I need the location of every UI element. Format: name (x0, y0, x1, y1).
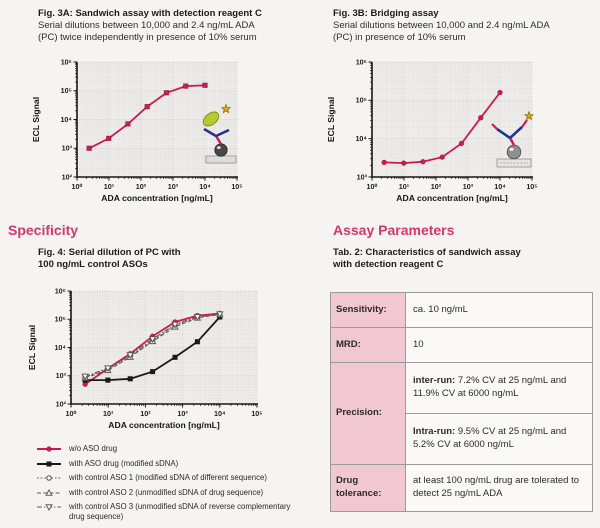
fig4-title-line1: Fig. 4: Serial dilution of PC with (38, 247, 181, 258)
legend-label: with control ASO 3 (unmodified sDNA of r… (69, 502, 291, 521)
fig3b-subtitle-line2: (PC) in presence of 10% serum (333, 31, 466, 43)
precision-intra-run-value: Intra-run: 9.5% CV at 25 ng/mL and 5.2% … (405, 413, 593, 465)
precision-inter-run-value: inter-run: 7.2% CV at 25 ng/mL and 11.9%… (405, 362, 593, 414)
fig3b-caption: Fig. 3B: Bridging assay Serial dilutions… (333, 8, 550, 43)
inter-run-label: inter-run: (413, 375, 456, 387)
svg-text:10⁴: 10⁴ (60, 115, 72, 124)
fig3a-title: Fig. 3A: Sandwich assay with detection r… (38, 8, 262, 19)
svg-text:10⁵: 10⁵ (526, 182, 537, 191)
table-row: Drug tolerance: at least 100 ng/mL drug … (330, 464, 593, 512)
svg-text:10⁴: 10⁴ (214, 409, 226, 418)
fig3a-chart: 10⁰ 10¹ 10² 10³ 10⁴ 10⁵ 10² 10³ 10⁴ 10⁵ 10⁶ ADA con… (30, 54, 270, 206)
svg-text:10²: 10² (136, 182, 147, 191)
fig3a-subtitle-line2: (PC) twice independently in presence of … (38, 31, 257, 43)
fig3a-subtitle-line1: Serial dilutions between 10,000 and 2.4 … (38, 20, 255, 31)
svg-text:10³: 10³ (56, 371, 67, 380)
svg-text:ADA concentration [ng/mL]: ADA concentration [ng/mL] (396, 193, 508, 203)
tab2-caption: Tab. 2: Characteristics of sandwich assa… (333, 247, 521, 271)
intra-run-label: Intra-run: (413, 426, 456, 438)
svg-text:ADA concentration [ng/mL]: ADA concentration [ng/mL] (101, 193, 213, 203)
tab2-title-line1: Tab. 2: Characteristics of sandwich assa… (333, 247, 521, 258)
tab2-title-line2: with detection reagent C (333, 259, 444, 270)
inter-run-value: 7.2% CV at 25 ng/mL and 11.9% CV at 6000… (413, 375, 567, 399)
fig3b-subtitle-line1: Serial dilutions between 10,000 and 2.4 … (333, 20, 550, 31)
legend-marker-icon (37, 446, 61, 452)
specificity-heading: Specificity (8, 222, 79, 238)
precision-label: Precision: (330, 362, 406, 465)
legend-item: with control ASO 3 (unmodified sDNA of r… (36, 502, 298, 521)
svg-text:10⁴: 10⁴ (355, 134, 367, 143)
svg-text:10²: 10² (140, 409, 151, 418)
table-row: MRD: 10 (330, 327, 593, 363)
svg-text:ECL Signal: ECL Signal (27, 325, 37, 370)
fig3a-caption: Fig. 3A: Sandwich assay with detection r… (38, 8, 262, 43)
fig3b-title: Fig. 3B: Bridging assay (333, 8, 439, 19)
legend-marker-icon (37, 460, 61, 467)
legend-item: with control ASO 2 (unmodified sDNA of d… (36, 488, 298, 498)
svg-text:10²: 10² (56, 399, 67, 408)
drug-tolerance-value: at least 100 ng/mL drug are tolerated to… (405, 464, 593, 512)
intra-run-value: 9.5% CV at 25 ng/mL and 5.2% CV at 6000 … (413, 426, 567, 450)
fig3b-chart: 10⁰ 10¹ 10² 10³ 10⁴ 10⁵ 10³ 10⁴ 10⁵ 10⁶ ADA concen… (325, 54, 565, 206)
svg-text:ECL Signal: ECL Signal (326, 97, 336, 142)
fig4-legend: w/o ASO drug with ASO drug (modified sDNA… (36, 444, 298, 526)
svg-text:10²: 10² (431, 182, 442, 191)
drug-tolerance-label: Drug tolerance: (330, 464, 406, 512)
sensitivity-label: Sensitivity: (330, 292, 406, 328)
table-row: Precision: inter-run: 7.2% CV at 25 ng/m… (330, 362, 593, 465)
svg-text:10¹: 10¹ (104, 182, 115, 191)
svg-text:10⁶: 10⁶ (55, 286, 66, 295)
svg-text:10⁰: 10⁰ (72, 182, 83, 191)
svg-text:10¹: 10¹ (399, 182, 410, 191)
fig4-chart: 10⁰ 10¹ 10² 10³ 10⁴ 10⁵ 10² 10³ 10⁴ 10⁵ 10⁶ ADA con… (26, 284, 274, 436)
svg-text:10⁵: 10⁵ (251, 409, 262, 418)
svg-text:10²: 10² (62, 172, 73, 181)
svg-text:10³: 10³ (62, 144, 73, 153)
fig4-title-line2: 100 ng/mL control ASOs (38, 259, 148, 270)
fig4-caption: Fig. 4: Serial dilution of PC with 100 n… (38, 247, 181, 271)
svg-text:10⁵: 10⁵ (231, 182, 242, 191)
svg-text:10⁶: 10⁶ (61, 57, 72, 66)
bridging-assay-icon (491, 110, 535, 168)
svg-text:10³: 10³ (177, 409, 188, 418)
legend-item: with ASO drug (modified sDNA) (36, 459, 298, 469)
assay-parameters-heading: Assay Parameters (333, 222, 455, 238)
legend-label: with control ASO 1 (modified sDNA of dif… (69, 473, 267, 482)
legend-marker-icon (37, 488, 61, 496)
svg-text:10⁵: 10⁵ (61, 86, 72, 95)
sandwich-assay-icon (202, 103, 237, 164)
assay-characteristics-table: Sensitivity: ca. 10 ng/mL MRD: 10 Precis… (330, 292, 593, 512)
svg-text:10¹: 10¹ (103, 409, 114, 418)
svg-text:10⁶: 10⁶ (356, 57, 367, 66)
svg-text:ADA concentration [ng/mL]: ADA concentration [ng/mL] (108, 420, 220, 430)
svg-text:10⁵: 10⁵ (356, 96, 367, 105)
svg-text:ECL Signal: ECL Signal (31, 97, 41, 142)
svg-text:10⁴: 10⁴ (199, 182, 211, 191)
svg-text:10³: 10³ (357, 172, 368, 181)
legend-label: with ASO drug (modified sDNA) (69, 458, 179, 468)
legend-label: w/o ASO drug (69, 444, 118, 453)
mrd-label: MRD: (330, 327, 406, 363)
legend-marker-icon (37, 504, 61, 512)
svg-text:10⁰: 10⁰ (367, 182, 378, 191)
legend-marker-icon (37, 475, 61, 481)
svg-text:10⁵: 10⁵ (55, 315, 66, 324)
svg-text:10⁴: 10⁴ (54, 343, 66, 352)
svg-text:10⁰: 10⁰ (66, 409, 77, 418)
legend-item: w/o ASO drug (36, 444, 298, 454)
sensitivity-value: ca. 10 ng/mL (405, 292, 593, 328)
legend-label: with control ASO 2 (unmodified sDNA of d… (69, 487, 264, 497)
table-row: Sensitivity: ca. 10 ng/mL (330, 292, 593, 328)
svg-text:10⁴: 10⁴ (494, 182, 506, 191)
svg-text:10³: 10³ (463, 182, 474, 191)
svg-text:10³: 10³ (168, 182, 179, 191)
legend-item: with control ASO 1 (modified sDNA of dif… (36, 473, 298, 483)
mrd-value: 10 (405, 327, 593, 363)
